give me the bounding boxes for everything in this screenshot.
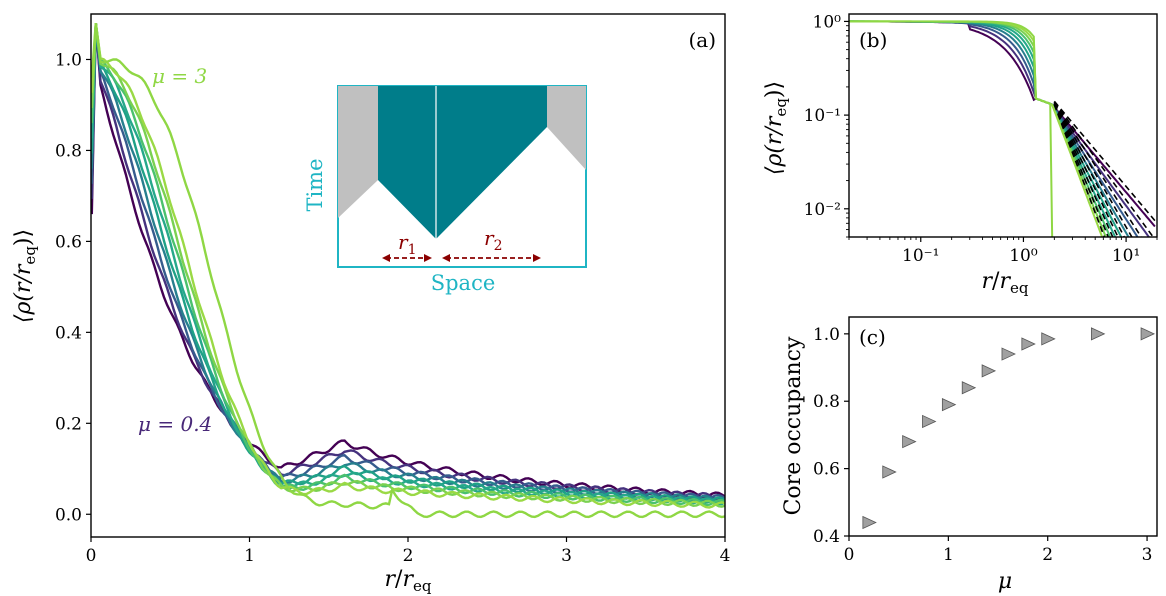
density-curve-mu-1.4 <box>91 22 725 506</box>
powerlaw-fit-line <box>1053 101 1143 237</box>
a-xtick-label: 3 <box>561 546 572 566</box>
powerlaw-fit-line <box>1053 103 1110 237</box>
panel-c: 0 1 2 3 0.4 0.6 0.8 1.0 (c) μ Core occupancy <box>781 316 1158 594</box>
occupancy-marker <box>1001 347 1016 361</box>
panel-a-xlabel: r/req <box>385 567 432 595</box>
c-ytick-label: 0.4 <box>813 527 840 547</box>
a-ytick-label: 0.2 <box>55 414 82 434</box>
panel-c-ylabel: Core occupancy <box>781 336 806 515</box>
density-curve-mu-0.6 <box>91 23 725 501</box>
panel-b-ticks: 10⁻¹ 10⁰ 10¹ 10⁻² 10⁻¹ 10⁰ <box>804 12 1158 266</box>
c-xtick-label: 2 <box>1042 545 1053 565</box>
panel-c-points <box>862 327 1156 530</box>
density-curve-mu-3 <box>91 22 725 519</box>
a-xtick-label: 1 <box>244 546 255 566</box>
powerlaw-fit-line <box>1053 103 1114 237</box>
c-ytick-label: 0.8 <box>813 392 840 412</box>
panel-c-xlabel: μ <box>998 569 1012 594</box>
occupancy-marker <box>922 414 937 429</box>
a-ytick-label: 0.8 <box>55 141 82 161</box>
a-ytick-label: 0.4 <box>55 323 82 343</box>
b-ytick-label: 10⁻¹ <box>804 106 841 126</box>
occupancy-marker <box>961 381 977 395</box>
panel-b: 10⁻¹ 10⁰ 10¹ 10⁻² 10⁻¹ 10⁰ (b) r/req ⟨ρ(r/req… <box>762 12 1158 297</box>
log-density-curve-mu-3 <box>849 20 1054 237</box>
powerlaw-fit-line <box>1053 102 1126 237</box>
panel-c-tag: (c) <box>859 325 886 349</box>
inset-schematic: r1 r2 Time Space <box>303 85 587 295</box>
a-ytick-label: 0.6 <box>55 232 82 252</box>
r2-label: r2 <box>484 226 502 254</box>
b-xtick-label: 10⁰ <box>1009 246 1038 266</box>
a-ytick-label: 1.0 <box>55 50 82 70</box>
panel-b-tag: (b) <box>859 28 887 52</box>
log-density-curve-mu-1.4 <box>849 20 1117 237</box>
panel-b-ylabel: ⟨ρ(r/req)⟩ <box>762 81 790 175</box>
panel-a-tag: (a) <box>688 28 716 52</box>
panel-c-frame <box>848 316 1158 537</box>
r1-arrowhead-right <box>424 254 432 262</box>
mu-high-annotation: μ = 3 <box>152 64 207 88</box>
occupancy-marker <box>1140 327 1156 341</box>
inset-time-label: Time <box>303 158 327 211</box>
panel-b-xlabel: r/req <box>982 269 1029 297</box>
inset-gray-right <box>547 86 586 170</box>
occupancy-marker <box>941 397 957 412</box>
panel-b-curves <box>849 20 1157 237</box>
log-density-curve-mu-0.4 <box>849 20 1156 228</box>
occupancy-marker <box>882 465 897 479</box>
a-xtick-label: 4 <box>720 546 731 566</box>
inset-gray-left <box>338 86 378 218</box>
occupancy-marker <box>862 515 877 530</box>
occupancy-marker <box>902 435 917 449</box>
occupancy-marker <box>1090 327 1106 341</box>
r2-arrowhead-right <box>533 254 541 262</box>
b-ytick-label: 10⁰ <box>813 12 842 32</box>
c-xtick-label: 3 <box>1142 545 1153 565</box>
c-ytick-label: 1.0 <box>813 325 840 345</box>
a-xtick-label: 2 <box>403 546 414 566</box>
inset-teal-region <box>378 86 547 239</box>
b-xtick-label: 10¹ <box>1112 246 1140 266</box>
a-ytick-label: 0.0 <box>55 505 82 525</box>
panel-a-ylabel: ⟨ρ(r/req)⟩ <box>11 229 39 323</box>
occupancy-marker <box>1041 332 1056 346</box>
panel-a-curves <box>91 22 725 519</box>
powerlaw-fit-line <box>1053 100 1157 224</box>
r1-label: r1 <box>398 230 416 258</box>
powerlaw-fit-line <box>1053 102 1133 237</box>
c-ytick-label: 0.6 <box>813 460 840 480</box>
occupancy-marker <box>981 364 997 378</box>
b-xtick-label: 10⁻¹ <box>902 246 939 266</box>
mu-low-annotation: μ = 0.4 <box>138 412 212 436</box>
density-curve-mu-2 <box>91 22 725 509</box>
panel-a-ticks: 0 1 2 3 4 0.0 0.2 0.4 0.6 0.8 1.0 <box>55 50 730 566</box>
r2-arrowhead-left <box>442 254 450 262</box>
occupancy-marker <box>1021 337 1036 351</box>
density-curve-mu-1.6 <box>91 22 725 507</box>
panel-b-frame <box>848 13 1158 238</box>
panel-a: r1 r2 Time Space 0 1 2 3 4 0.0 0.2 0.4 0.6 0.8 1.0… <box>11 13 730 595</box>
c-xtick-label: 0 <box>844 545 855 565</box>
a-xtick-label: 0 <box>86 546 97 566</box>
panel-c-ticks: 0 1 2 3 0.4 0.6 0.8 1.0 <box>813 325 1153 565</box>
c-xtick-label: 1 <box>943 545 954 565</box>
density-curve-mu-1 <box>91 22 725 503</box>
inset-space-label: Space <box>431 271 496 295</box>
powerlaw-fit-line <box>1053 101 1155 237</box>
b-ytick-label: 10⁻² <box>804 200 841 220</box>
r1-arrowhead-left <box>382 254 390 262</box>
